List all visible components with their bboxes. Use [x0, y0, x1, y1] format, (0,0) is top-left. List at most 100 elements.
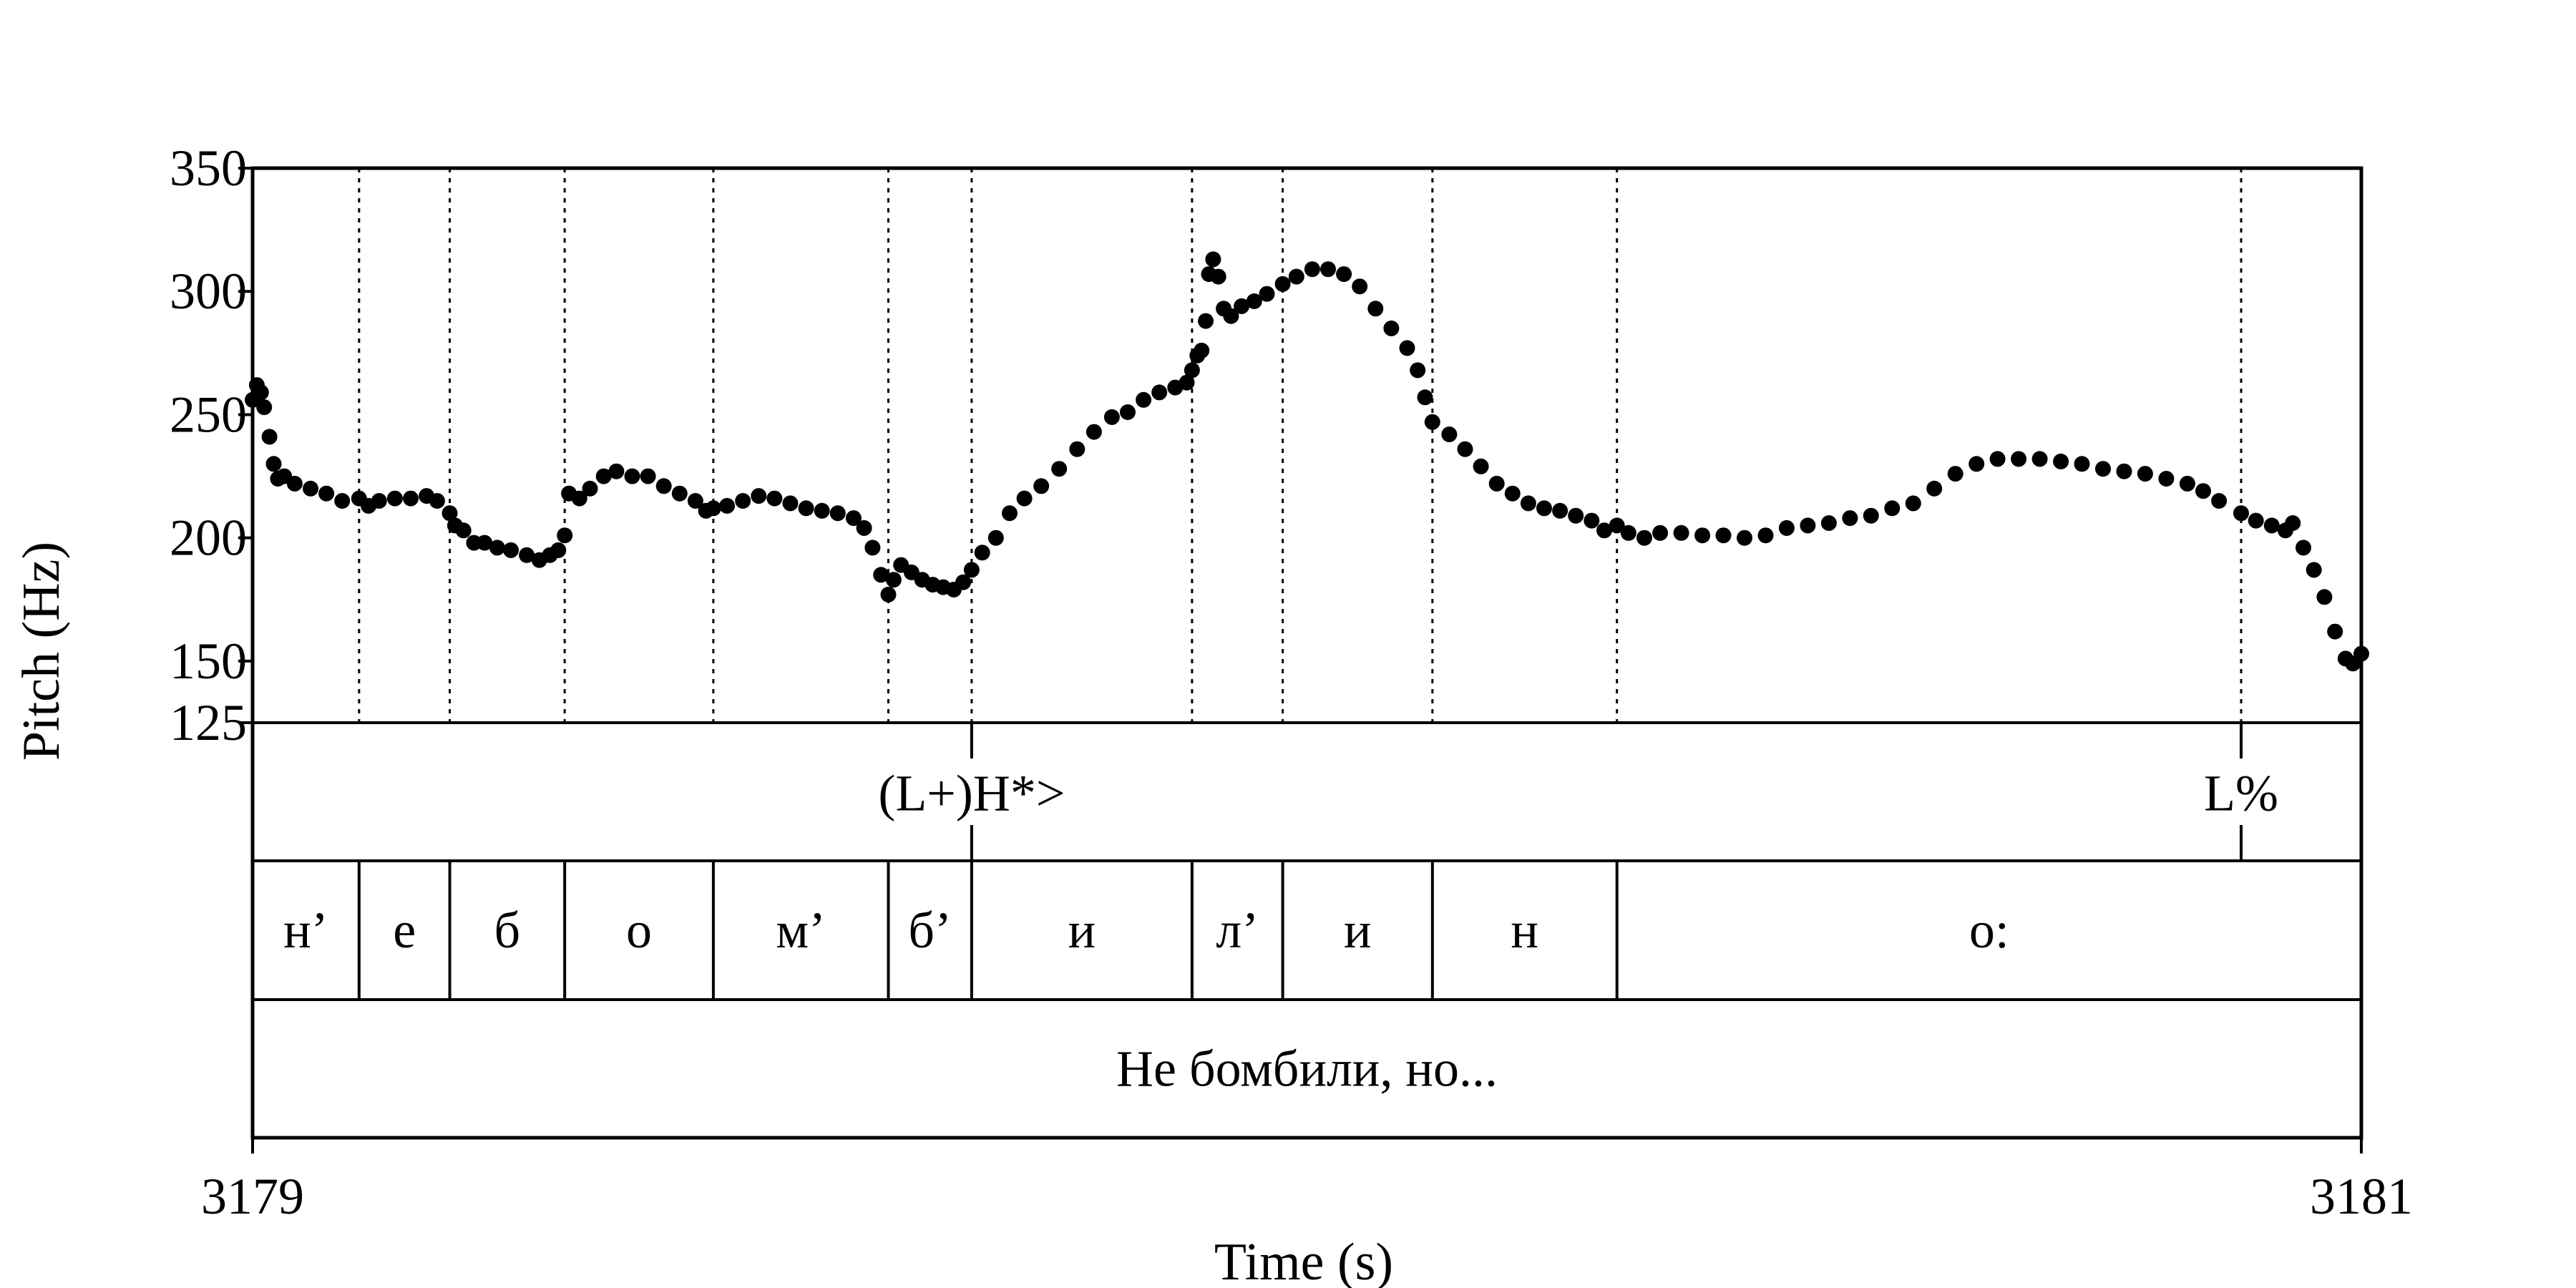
pitch-point	[386, 490, 403, 507]
pitch-point	[1033, 478, 1050, 494]
pitch-point	[1184, 362, 1200, 379]
pitch-point	[864, 540, 881, 556]
pitch-point	[987, 530, 1004, 546]
segment-label: б	[494, 902, 521, 959]
pitch-point	[1016, 490, 1033, 507]
tone-label: (L+)H*>	[878, 765, 1065, 822]
pitch-point	[1715, 527, 1732, 544]
pitch-point	[1778, 519, 1795, 536]
pitch-point	[1457, 441, 1473, 457]
pitch-point	[1863, 507, 1879, 524]
pitch-point	[1198, 313, 1214, 329]
pitch-point	[1652, 525, 1669, 541]
y-tick-label: 350	[170, 140, 247, 197]
pitch-point	[1002, 505, 1018, 522]
pitch-point	[1367, 301, 1384, 317]
pitch-point	[265, 456, 282, 472]
pitch-point	[403, 490, 419, 507]
pitch-point	[1473, 458, 1489, 474]
pitch-point	[766, 490, 783, 507]
y-tick-label: 200	[170, 509, 247, 567]
pitch-point	[1820, 515, 1837, 531]
pitch-point	[1424, 414, 1440, 430]
pitch-point	[286, 475, 303, 492]
pitch-point	[1596, 522, 1612, 539]
pitch-point	[1417, 389, 1433, 406]
pitch-point	[1584, 512, 1600, 529]
pitch-point	[687, 493, 703, 509]
pitch-point	[256, 399, 273, 416]
y-tick-label: 125	[170, 694, 247, 751]
pitch-point	[1536, 500, 1552, 517]
pitch-point	[571, 490, 587, 507]
pitch-point	[1694, 527, 1711, 544]
pitch-point	[963, 562, 980, 578]
segment-label: и	[1068, 902, 1096, 959]
pitch-point	[798, 500, 814, 517]
pitch-point	[1259, 286, 1275, 302]
pitch-point	[782, 495, 799, 512]
pitch-point	[1673, 525, 1689, 541]
segment-label: о	[626, 902, 652, 959]
pitch-point	[595, 468, 612, 484]
pitch-point	[1320, 261, 1336, 278]
pitch-point	[1504, 485, 1521, 502]
pitch-point	[829, 505, 846, 522]
pitch-point	[2158, 471, 2175, 487]
pitch-point	[519, 547, 535, 563]
pitch-point	[557, 527, 573, 544]
pitch-point	[1441, 426, 1458, 442]
pitch-point	[334, 493, 351, 509]
pitch-point	[2053, 453, 2069, 469]
pitch-point	[477, 535, 493, 551]
pitch-point	[974, 545, 990, 561]
y-tick-label: 150	[170, 633, 247, 690]
segment-label: м’	[776, 902, 826, 959]
pitch-point	[1274, 275, 1291, 292]
pitch-point	[1884, 500, 1901, 517]
y-tick-label: 250	[170, 386, 247, 443]
pitch-point	[1288, 268, 1304, 285]
segment-label: н	[1511, 902, 1539, 959]
pitch-point	[2296, 540, 2311, 556]
pitch-point	[441, 505, 458, 522]
pitch-point	[873, 567, 889, 583]
pitch-point	[719, 497, 736, 514]
pitch-point	[2116, 463, 2132, 479]
pitch-point	[1552, 502, 1568, 519]
pitch-point	[1246, 293, 1262, 309]
pitch-point	[371, 493, 387, 509]
pitch-point	[2211, 493, 2228, 509]
pitch-point	[1520, 495, 1536, 512]
pitch-point	[2031, 451, 2048, 467]
y-axis-title: Pitch (Hz)	[12, 542, 71, 761]
pitch-point	[1085, 424, 1102, 440]
segment-label: л’	[1216, 902, 1259, 959]
pitch-point	[2074, 456, 2090, 472]
pitch-point	[1989, 451, 2006, 467]
word-label: Не бомбили, но...	[1116, 1040, 1498, 1098]
pitch-point	[1179, 374, 1195, 391]
pitch-point	[1194, 342, 1210, 358]
tone-label: L%	[2204, 765, 2278, 822]
segment-label: б’	[908, 902, 952, 959]
pitch-point	[1336, 266, 1352, 283]
segment-label: о:	[1969, 902, 2009, 959]
pitch-point	[705, 500, 721, 517]
pitch-point	[751, 488, 767, 504]
pitch-point	[1304, 261, 1320, 278]
pitch-point	[429, 493, 445, 509]
pitch-point	[2233, 505, 2249, 522]
pitch-point	[856, 519, 872, 536]
pitch-point	[880, 586, 897, 602]
pitch-point	[2137, 466, 2153, 482]
pitch-point	[1757, 527, 1774, 544]
pitch-point	[1051, 461, 1068, 477]
pitch-point	[624, 468, 640, 484]
pitch-point	[2011, 451, 2027, 467]
pitch-point	[1568, 507, 1584, 524]
pitch-point	[1399, 340, 1415, 356]
plot-frame	[250, 166, 2363, 1140]
